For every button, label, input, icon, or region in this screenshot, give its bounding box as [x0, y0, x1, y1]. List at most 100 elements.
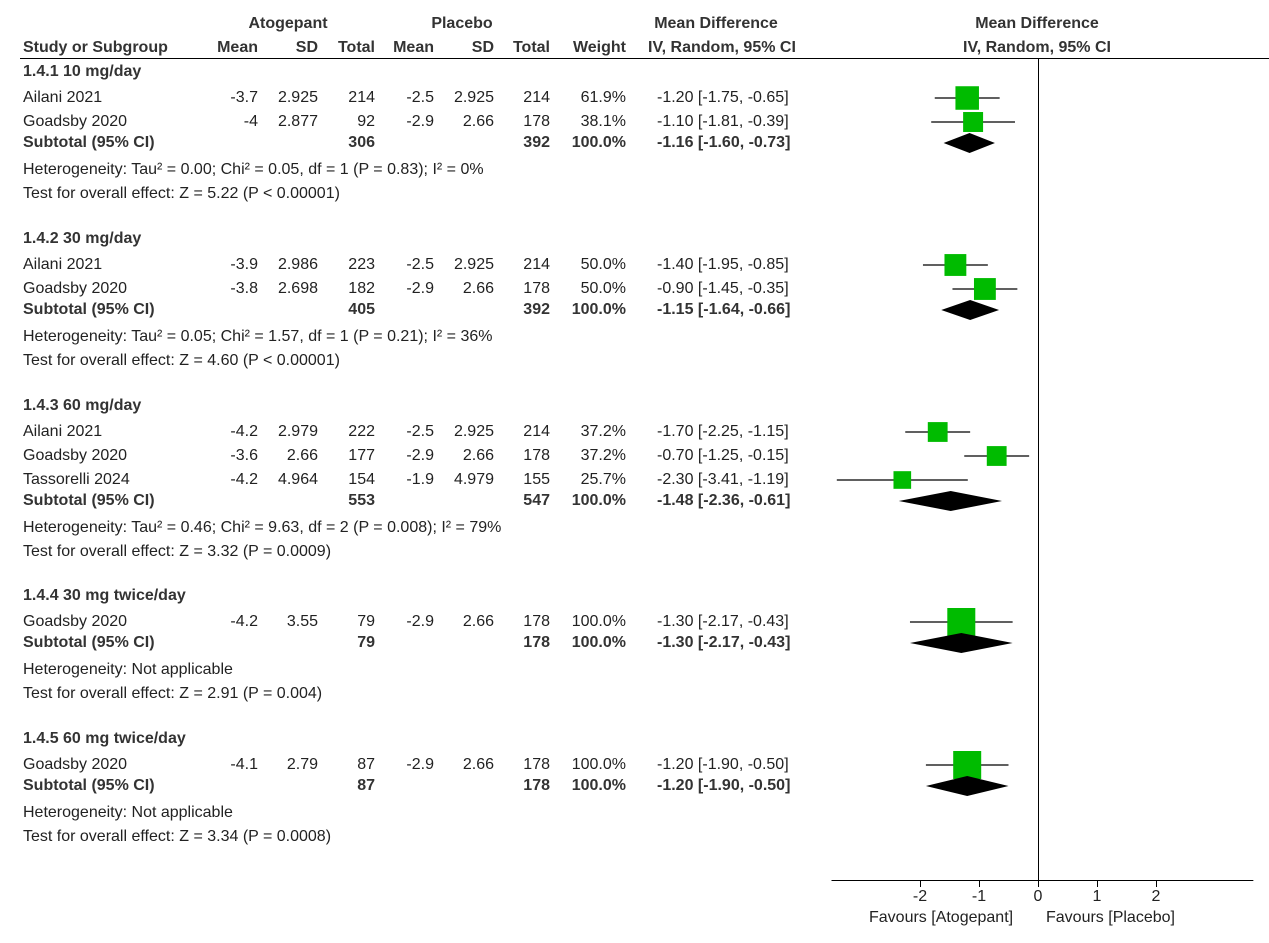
study-sd1: 2.79 — [286, 756, 318, 773]
subtotal-total2: 547 — [523, 492, 550, 509]
study-total1: 79 — [357, 613, 375, 630]
tick-label: 1 — [1092, 888, 1102, 905]
study-name: Tassorelli 2024 — [23, 471, 130, 488]
md-method-header: IV, Random, 95% CI — [648, 39, 796, 56]
study-marker — [973, 278, 996, 300]
heterogeneity-text: Heterogeneity: Tau² = 0.46; Chi² = 9.63,… — [23, 519, 502, 536]
study-sd2: 2.66 — [462, 447, 494, 464]
mean2-header: Mean — [393, 39, 434, 56]
mean1-header: Mean — [217, 39, 258, 56]
study-weight: 100.0% — [571, 613, 626, 630]
study-mean1: -4 — [243, 113, 258, 130]
heterogeneity-text: Heterogeneity: Tau² = 0.05; Chi² = 1.57,… — [23, 328, 493, 345]
study-mean2: -2.9 — [406, 280, 434, 297]
study-total1: 87 — [357, 756, 375, 773]
sd2-header: SD — [471, 39, 494, 56]
study-marker — [986, 446, 1007, 466]
subtotal-ci: -1.20 [-1.90, -0.50] — [657, 777, 791, 794]
group1-header: Atogepant — [248, 15, 328, 32]
subtotal-label: Subtotal (95% CI) — [23, 634, 155, 651]
study-ci: -0.70 [-1.25, -0.15] — [657, 447, 789, 464]
study-name: Ailani 2021 — [23, 89, 103, 106]
study-sd1: 4.964 — [277, 471, 318, 488]
subtotal-ci: -1.30 [-2.17, -0.43] — [657, 634, 791, 651]
study-name: Goadsby 2020 — [23, 756, 128, 773]
study-sd2: 2.66 — [462, 613, 494, 630]
subgroup-title: 1.4.3 60 mg/day — [23, 397, 142, 414]
study-sd1: 2.925 — [277, 89, 318, 106]
study-total2: 178 — [523, 113, 550, 130]
study-sd1: 3.55 — [286, 613, 318, 630]
subtotal-diamond — [909, 633, 1013, 653]
study-total2: 178 — [523, 613, 550, 630]
study-total2: 155 — [523, 471, 550, 488]
study-mean2: -2.9 — [406, 113, 434, 130]
tick-label: 2 — [1151, 888, 1161, 905]
study-weight: 100.0% — [571, 756, 626, 773]
study-name: Ailani 2021 — [23, 423, 103, 440]
study-marker — [947, 608, 976, 636]
subtotal-diamond — [941, 300, 1000, 320]
tick-label: -2 — [912, 888, 928, 905]
overall-effect-text: Test for overall effect: Z = 5.22 (P < 0… — [23, 185, 340, 202]
study-mean1: -4.2 — [230, 613, 258, 630]
overall-effect-text: Test for overall effect: Z = 3.32 (P = 0… — [23, 543, 332, 560]
study-total2: 214 — [523, 423, 550, 440]
subtotal-diamond — [925, 776, 1009, 796]
study-total1: 182 — [348, 280, 375, 297]
study-ci: -1.30 [-2.17, -0.43] — [657, 613, 789, 630]
study-mean1: -4.1 — [230, 756, 258, 773]
study-ci: -2.30 [-3.41, -1.19] — [657, 471, 789, 488]
study-weight: 25.7% — [580, 471, 626, 488]
subtotal-weight: 100.0% — [571, 777, 626, 794]
study-sd2: 2.925 — [453, 256, 494, 273]
total1-header: Total — [337, 39, 375, 56]
subgroup-title: 1.4.2 30 mg/day — [23, 230, 142, 247]
study-sd2: 2.925 — [453, 89, 494, 106]
study-sd1: 2.698 — [277, 280, 318, 297]
study-sd2: 2.66 — [462, 280, 494, 297]
study-weight: 50.0% — [580, 280, 626, 297]
study-weight: 50.0% — [580, 256, 626, 273]
subtotal-weight: 100.0% — [571, 301, 626, 318]
study-total2: 214 — [523, 256, 550, 273]
study-name: Goadsby 2020 — [23, 447, 128, 464]
study-marker — [955, 86, 979, 110]
subtotal-total1: 87 — [357, 777, 375, 794]
tick-label: 0 — [1033, 888, 1043, 905]
subtotal-total2: 392 — [523, 134, 550, 151]
study-total2: 178 — [523, 756, 550, 773]
study-marker — [963, 112, 984, 132]
favours-right-label: Favours [Placebo] — [1046, 909, 1175, 926]
study-total1: 154 — [348, 471, 375, 488]
study-sd2: 4.979 — [453, 471, 494, 488]
study-mean2: -2.9 — [406, 447, 434, 464]
sd1-header: SD — [295, 39, 318, 56]
study-mean1: -4.2 — [230, 471, 258, 488]
study-ci: -1.20 [-1.75, -0.65] — [657, 89, 789, 106]
plot-title: Mean Difference — [975, 15, 1099, 32]
study-marker — [927, 422, 948, 442]
study-mean1: -3.7 — [230, 89, 258, 106]
study-marker — [953, 751, 982, 779]
subtotal-weight: 100.0% — [571, 134, 626, 151]
overall-effect-text: Test for overall effect: Z = 4.60 (P < 0… — [23, 352, 340, 369]
study-sd2: 2.925 — [453, 423, 494, 440]
study-total1: 92 — [357, 113, 375, 130]
heterogeneity-text: Heterogeneity: Not applicable — [23, 661, 233, 678]
study-sd1: 2.66 — [286, 447, 318, 464]
study-mean1: -4.2 — [230, 423, 258, 440]
study-mean2: -2.9 — [406, 756, 434, 773]
study-mean2: -2.9 — [406, 613, 434, 630]
study-mean2: -2.5 — [406, 256, 434, 273]
subtotal-ci: -1.15 [-1.64, -0.66] — [657, 301, 791, 318]
study-name: Ailani 2021 — [23, 256, 103, 273]
study-weight: 61.9% — [580, 89, 626, 106]
subtotal-total2: 392 — [523, 301, 550, 318]
study-ci: -1.70 [-2.25, -1.15] — [657, 423, 789, 440]
study-sd1: 2.986 — [277, 256, 318, 273]
study-ci: -1.20 [-1.90, -0.50] — [657, 756, 789, 773]
study-total1: 223 — [348, 256, 375, 273]
study-total2: 178 — [523, 280, 550, 297]
